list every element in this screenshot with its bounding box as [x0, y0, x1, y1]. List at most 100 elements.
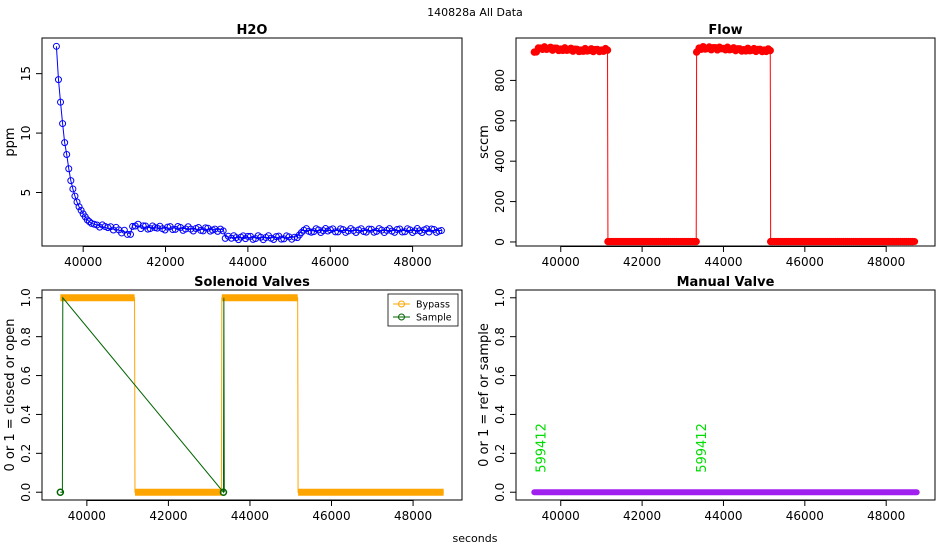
- data-point: [331, 228, 339, 236]
- data-point: [65, 165, 73, 173]
- data-point: [71, 192, 79, 200]
- y-tick-label: 0.8: [19, 327, 33, 346]
- y-tick-label: 400: [493, 150, 507, 173]
- series-h2o: [52, 42, 445, 244]
- x-tick-label: 42000: [149, 509, 187, 523]
- data-point: [61, 139, 69, 147]
- y-axis-label: sccm: [477, 125, 492, 159]
- x-tick-label: 40000: [542, 509, 580, 523]
- data-point: [63, 150, 71, 158]
- data-point: [56, 488, 65, 496]
- x-tick-label: 40000: [542, 255, 580, 269]
- plot-frame: [515, 37, 936, 247]
- data-point: [244, 232, 252, 240]
- x-tick-label: 48000: [394, 509, 432, 523]
- y-tick-label: 5: [19, 189, 33, 197]
- data-point: [411, 227, 419, 235]
- annotation-label: 599412: [695, 423, 710, 473]
- chart-title: Solenoid Valves: [194, 275, 310, 290]
- chart-title: H2O: [237, 23, 268, 38]
- data-point: [365, 225, 373, 233]
- legend-swatch-point: [398, 313, 405, 321]
- x-tick-label: 44000: [231, 509, 269, 523]
- x-tick-label: 40000: [68, 509, 106, 523]
- data-point: [428, 225, 436, 233]
- x-tick-label: 46000: [311, 255, 349, 269]
- data-point: [57, 98, 65, 106]
- chart-title: Flow: [708, 23, 742, 38]
- x-tick-label: 48000: [867, 255, 905, 269]
- page-xlabel: seconds: [453, 532, 498, 545]
- data-point: [123, 230, 131, 238]
- page-title: 140828a All Data: [427, 6, 523, 19]
- y-tick-label: 0.8: [493, 327, 507, 346]
- x-tick-label: 42000: [623, 509, 661, 523]
- x-tick-label: 44000: [704, 255, 742, 269]
- series-line: [60, 296, 225, 494]
- panel-h2o: H2O ppm 40000 42000 44000 46000 48000 5 10 15: [3, 23, 463, 269]
- data-point: [692, 237, 700, 246]
- data-point: [603, 46, 612, 54]
- data-point: [54, 76, 62, 84]
- data-point: [77, 206, 85, 214]
- x-tick-label: 46000: [786, 255, 824, 269]
- y-tick-label: 800: [493, 69, 507, 92]
- y-tick-label: 15: [19, 66, 33, 81]
- x-tick-label: 44000: [229, 255, 267, 269]
- data-point: [398, 228, 406, 236]
- x-tick-label: 48000: [867, 509, 905, 523]
- legend-entry: Sample: [416, 313, 452, 324]
- data-point: [169, 226, 177, 234]
- legend: Bypass Sample: [387, 293, 459, 327]
- y-tick-label: 600: [493, 109, 507, 132]
- plot-frame: [515, 289, 936, 501]
- data-point: [90, 220, 98, 228]
- data-point: [83, 216, 91, 224]
- data-point: [232, 234, 240, 242]
- panel-manual: Manual Valve 0 or 1 = ref or sample 40000 4…: [477, 275, 936, 523]
- series-sample: [56, 296, 228, 496]
- data-point: [766, 46, 774, 55]
- y-tick-label: 0.0: [19, 483, 33, 502]
- annotation-label: 599412: [534, 423, 549, 473]
- data-point: [67, 177, 75, 185]
- y-tick-label: 200: [493, 190, 507, 213]
- legend-swatch-point: [398, 300, 405, 308]
- data-point: [277, 235, 285, 243]
- y-tick-label: 1.0: [493, 288, 507, 307]
- chart-title: Manual Valve: [677, 275, 775, 290]
- data-point: [59, 120, 67, 128]
- x-tick-label: 48000: [393, 255, 431, 269]
- data-point: [437, 227, 445, 235]
- series-line: [55, 46, 442, 239]
- legend-entry: Bypass: [416, 300, 450, 311]
- legend-box: [387, 293, 459, 327]
- series-line: [60, 297, 444, 493]
- series-bypass: [60, 294, 444, 496]
- data-point: [219, 488, 228, 496]
- data-point: [139, 222, 147, 230]
- data-point: [202, 224, 210, 232]
- x-tick-label: 46000: [312, 509, 350, 523]
- y-tick-label: 0.0: [493, 483, 507, 502]
- data-point: [127, 230, 135, 238]
- y-tick-label: 0: [493, 238, 507, 246]
- x-tick-label: 42000: [623, 255, 661, 269]
- series-flow: [530, 42, 919, 246]
- panel-flow: Flow sccm 40000 42000 44000 46000 48000 0 200 400…: [477, 23, 936, 269]
- data-point: [230, 232, 238, 240]
- data-point: [322, 225, 330, 233]
- x-tick-label: 40000: [64, 255, 102, 269]
- data-point: [69, 185, 77, 193]
- y-tick-label: 0.2: [493, 444, 507, 463]
- x-tick-label: 42000: [146, 255, 184, 269]
- panel-solenoid: Solenoid Valves 0 or 1 = closed or open 40…: [3, 275, 463, 523]
- y-axis-label: ppm: [3, 127, 18, 156]
- data-point: [219, 227, 227, 235]
- data-point: [52, 42, 60, 50]
- data-point: [413, 225, 421, 233]
- y-tick-label: 0.6: [19, 366, 33, 385]
- y-axis-label: 0 or 1 = closed or open: [3, 318, 18, 471]
- y-tick-label: 0.4: [19, 405, 33, 424]
- y-axis-label: 0 or 1 = ref or sample: [477, 323, 492, 467]
